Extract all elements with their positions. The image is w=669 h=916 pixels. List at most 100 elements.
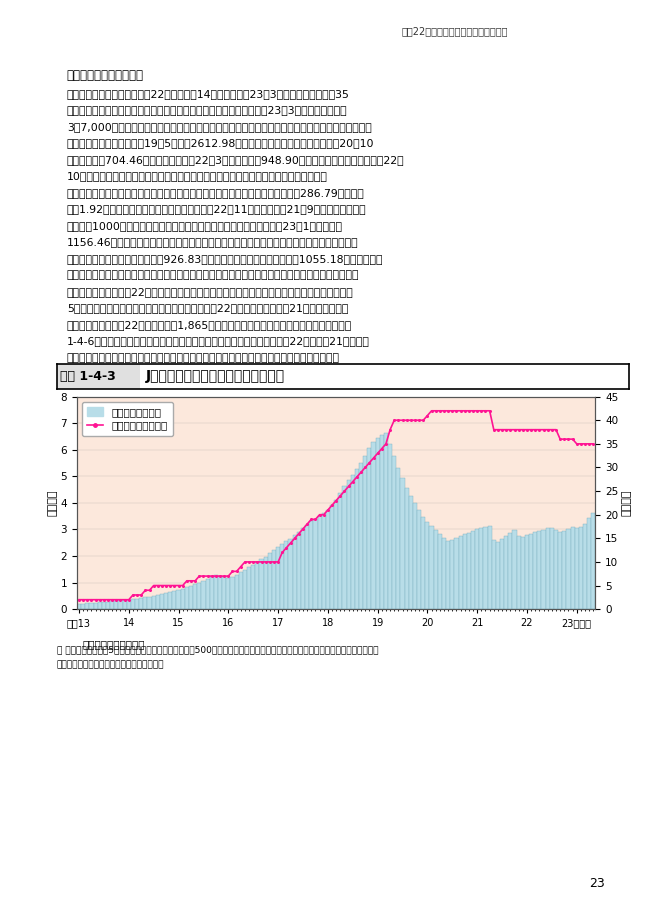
Text: いた純取得額は、平成22年においては上期、下期とも前年同期を上回っている　（図表１－４－: いた純取得額は、平成22年においては上期、下期とも前年同期を上回っている （図表…: [67, 287, 354, 297]
Bar: [401, 478, 405, 609]
Bar: [226, 578, 230, 609]
Bar: [94, 603, 98, 609]
Text: 土
地
に
関
す
る
動
向: 土 地 に 関 す る 動 向: [634, 388, 640, 491]
Bar: [193, 584, 197, 609]
Legend: 時価総額（左軸）, 上場銃柄数（右軸）: 時価総額（左軸）, 上場銃柄数（右軸）: [82, 402, 173, 436]
Bar: [181, 589, 185, 609]
Bar: [396, 468, 401, 609]
Text: 月ぶりに1000を超えた。その後も東証リート指数は上昇を続け、平成23年1月４日には: 月ぶりに1000を超えた。その後も東証リート指数は上昇を続け、平成23年1月４日…: [67, 221, 343, 231]
Bar: [214, 575, 218, 609]
Bar: [102, 602, 106, 609]
Bar: [81, 604, 85, 609]
Bar: [496, 542, 500, 609]
Bar: [85, 604, 90, 609]
Text: 響により、３月１５日には終値が926.83まで下落したが、３月３１日には1055.18まで回復して: 響により、３月１５日には終値が926.83まで下落したが、３月３１日には1055…: [67, 254, 383, 264]
Bar: [301, 529, 305, 609]
Bar: [322, 513, 326, 609]
Text: 平成22年度の地価・土地取引等の動向: 平成22年度の地価・土地取引等の動向: [402, 27, 508, 36]
Bar: [533, 532, 537, 609]
Y-axis label: （兆円）: （兆円）: [47, 490, 58, 516]
Bar: [313, 518, 318, 609]
Bar: [504, 536, 508, 609]
Bar: [330, 505, 334, 609]
Text: いる（図表１－４－４）。　Ｊリートの物件取得額についてみてみると、取得額から譲渡額を差し引: いる（図表１－４－４）。 Ｊリートの物件取得額についてみてみると、取得額から譲渡…: [67, 270, 359, 280]
Bar: [475, 529, 479, 609]
Bar: [126, 600, 131, 609]
Bar: [413, 504, 417, 609]
Bar: [367, 449, 371, 609]
Bar: [197, 583, 201, 609]
Text: 図表 1-4-3: 図表 1-4-3: [60, 370, 116, 383]
Text: 1156.46まで回復した。その後概ね横ばいで推移し、３月１１日に発生した東日本大震災の影: 1156.46まで回復した。その後概ね横ばいで推移し、３月１１日に発生した東日本…: [67, 237, 359, 247]
Text: 少したものの、平成22年度下期には1,865件となっており再び増加傾向を見せている（図表: 少したものの、平成22年度下期には1,865件となっており再び増加傾向を見せてい…: [67, 320, 352, 330]
Bar: [201, 581, 205, 609]
Bar: [106, 602, 110, 609]
Text: 1-4-6）。さらに、Ｊリートの賎貸事業収益の指数の推移をみると、平成22年は平成21年に引き: 1-4-6）。さらに、Ｊリートの賎貸事業収益の指数の推移をみると、平成22年は平…: [67, 336, 370, 346]
Bar: [164, 594, 168, 609]
Bar: [579, 527, 583, 609]
Bar: [347, 480, 351, 609]
Bar: [57, 364, 140, 389]
Bar: [454, 538, 458, 609]
Bar: [160, 594, 164, 609]
Bar: [260, 559, 264, 609]
Bar: [90, 603, 94, 609]
Bar: [272, 551, 276, 609]
Bar: [405, 488, 409, 609]
Bar: [371, 442, 375, 609]
Text: 続き、オフィス、商業施設、住宅の全てにおいて下落の傾向がみられた（図表１－４－７）。: 続き、オフィス、商業施設、住宅の全てにおいて下落の傾向がみられた（図表１－４－７…: [67, 353, 340, 363]
Bar: [343, 485, 347, 609]
Bar: [284, 541, 288, 609]
Bar: [264, 557, 268, 609]
Bar: [189, 585, 193, 609]
Bar: [558, 531, 562, 609]
Text: Ｊリートについては、平成22年度は合佔14件あり、平成23年3月末の上場銃柄数は35: Ｊリートについては、平成22年度は合佔14件あり、平成23年3月末の上場銃柄数は…: [67, 89, 350, 99]
Bar: [235, 575, 239, 609]
Bar: [434, 530, 438, 609]
Bar: [222, 577, 226, 609]
Bar: [209, 577, 214, 609]
Bar: [326, 509, 330, 609]
Bar: [388, 444, 392, 609]
Bar: [114, 601, 118, 609]
Bar: [251, 564, 256, 609]
Bar: [339, 493, 343, 609]
Text: 等の基金の創設を発表５したことを受け、翔１０月６日にはＪリート坡買代金は286.79億円（前: 等の基金の創設を発表５したことを受け、翔１０月６日にはＪリート坡買代金は286.…: [67, 188, 365, 198]
Bar: [131, 599, 135, 609]
Bar: [417, 510, 421, 609]
Bar: [77, 604, 81, 609]
Bar: [529, 534, 533, 609]
Bar: [243, 570, 247, 609]
Bar: [446, 540, 450, 609]
Bar: [268, 553, 272, 609]
Text: 銃柄となっている。　Ｊリートの市場規模についてみてみると、平成23年3月末で時価総額約: 銃柄となっている。 Ｊリートの市場規模についてみてみると、平成23年3月末で時価…: [67, 105, 347, 115]
Text: ５ 資産買い入れ総額5兆円のうちＪリートの買い入れは500億円程度。１２月１６日より買い入れを開始。東日本大震災発生後、: ５ 資産買い入れ総額5兆円のうちＪリートの買い入れは500億円程度。１２月１６日…: [57, 646, 379, 655]
Bar: [471, 531, 475, 609]
Text: 買い入れ上限を１，０００億円に引き上げ。: 買い入れ上限を１，０００億円に引き上げ。: [57, 660, 165, 670]
Text: 3兆7,000億円の投資証券が流通している（図表１－４－３）。東京証券取引所の公表している東証: 3兆7,000億円の投資証券が流通している（図表１－４－３）。東京証券取引所の公…: [67, 122, 372, 132]
Bar: [156, 595, 160, 609]
Bar: [516, 536, 520, 609]
Bar: [442, 538, 446, 609]
Bar: [392, 456, 396, 609]
Bar: [230, 577, 235, 609]
Bar: [218, 576, 222, 609]
Text: 第１章: 第１章: [587, 27, 604, 37]
Text: Jリート上場銃柄数と時価総額の推移: Jリート上場銃柄数と時価総額の推移: [146, 369, 284, 384]
Bar: [546, 529, 550, 609]
Bar: [450, 540, 454, 609]
Bar: [384, 433, 388, 609]
Text: 10月５日に、日本銀行が「包括的な金融緩和政策」の中でＪリートを含む資産買い入れ: 10月５日に、日本銀行が「包括的な金融緩和政策」の中でＪリートを含む資産買い入れ: [67, 171, 328, 181]
Bar: [587, 518, 591, 609]
Bar: [409, 496, 413, 609]
Bar: [288, 539, 292, 609]
Text: 23: 23: [589, 878, 605, 890]
Bar: [122, 600, 126, 609]
Bar: [550, 529, 554, 609]
Bar: [575, 529, 579, 609]
Bar: [297, 532, 301, 609]
Bar: [492, 540, 496, 609]
Bar: [571, 527, 575, 609]
Bar: [508, 532, 512, 609]
Y-axis label: （銃柄）: （銃柄）: [621, 490, 631, 516]
